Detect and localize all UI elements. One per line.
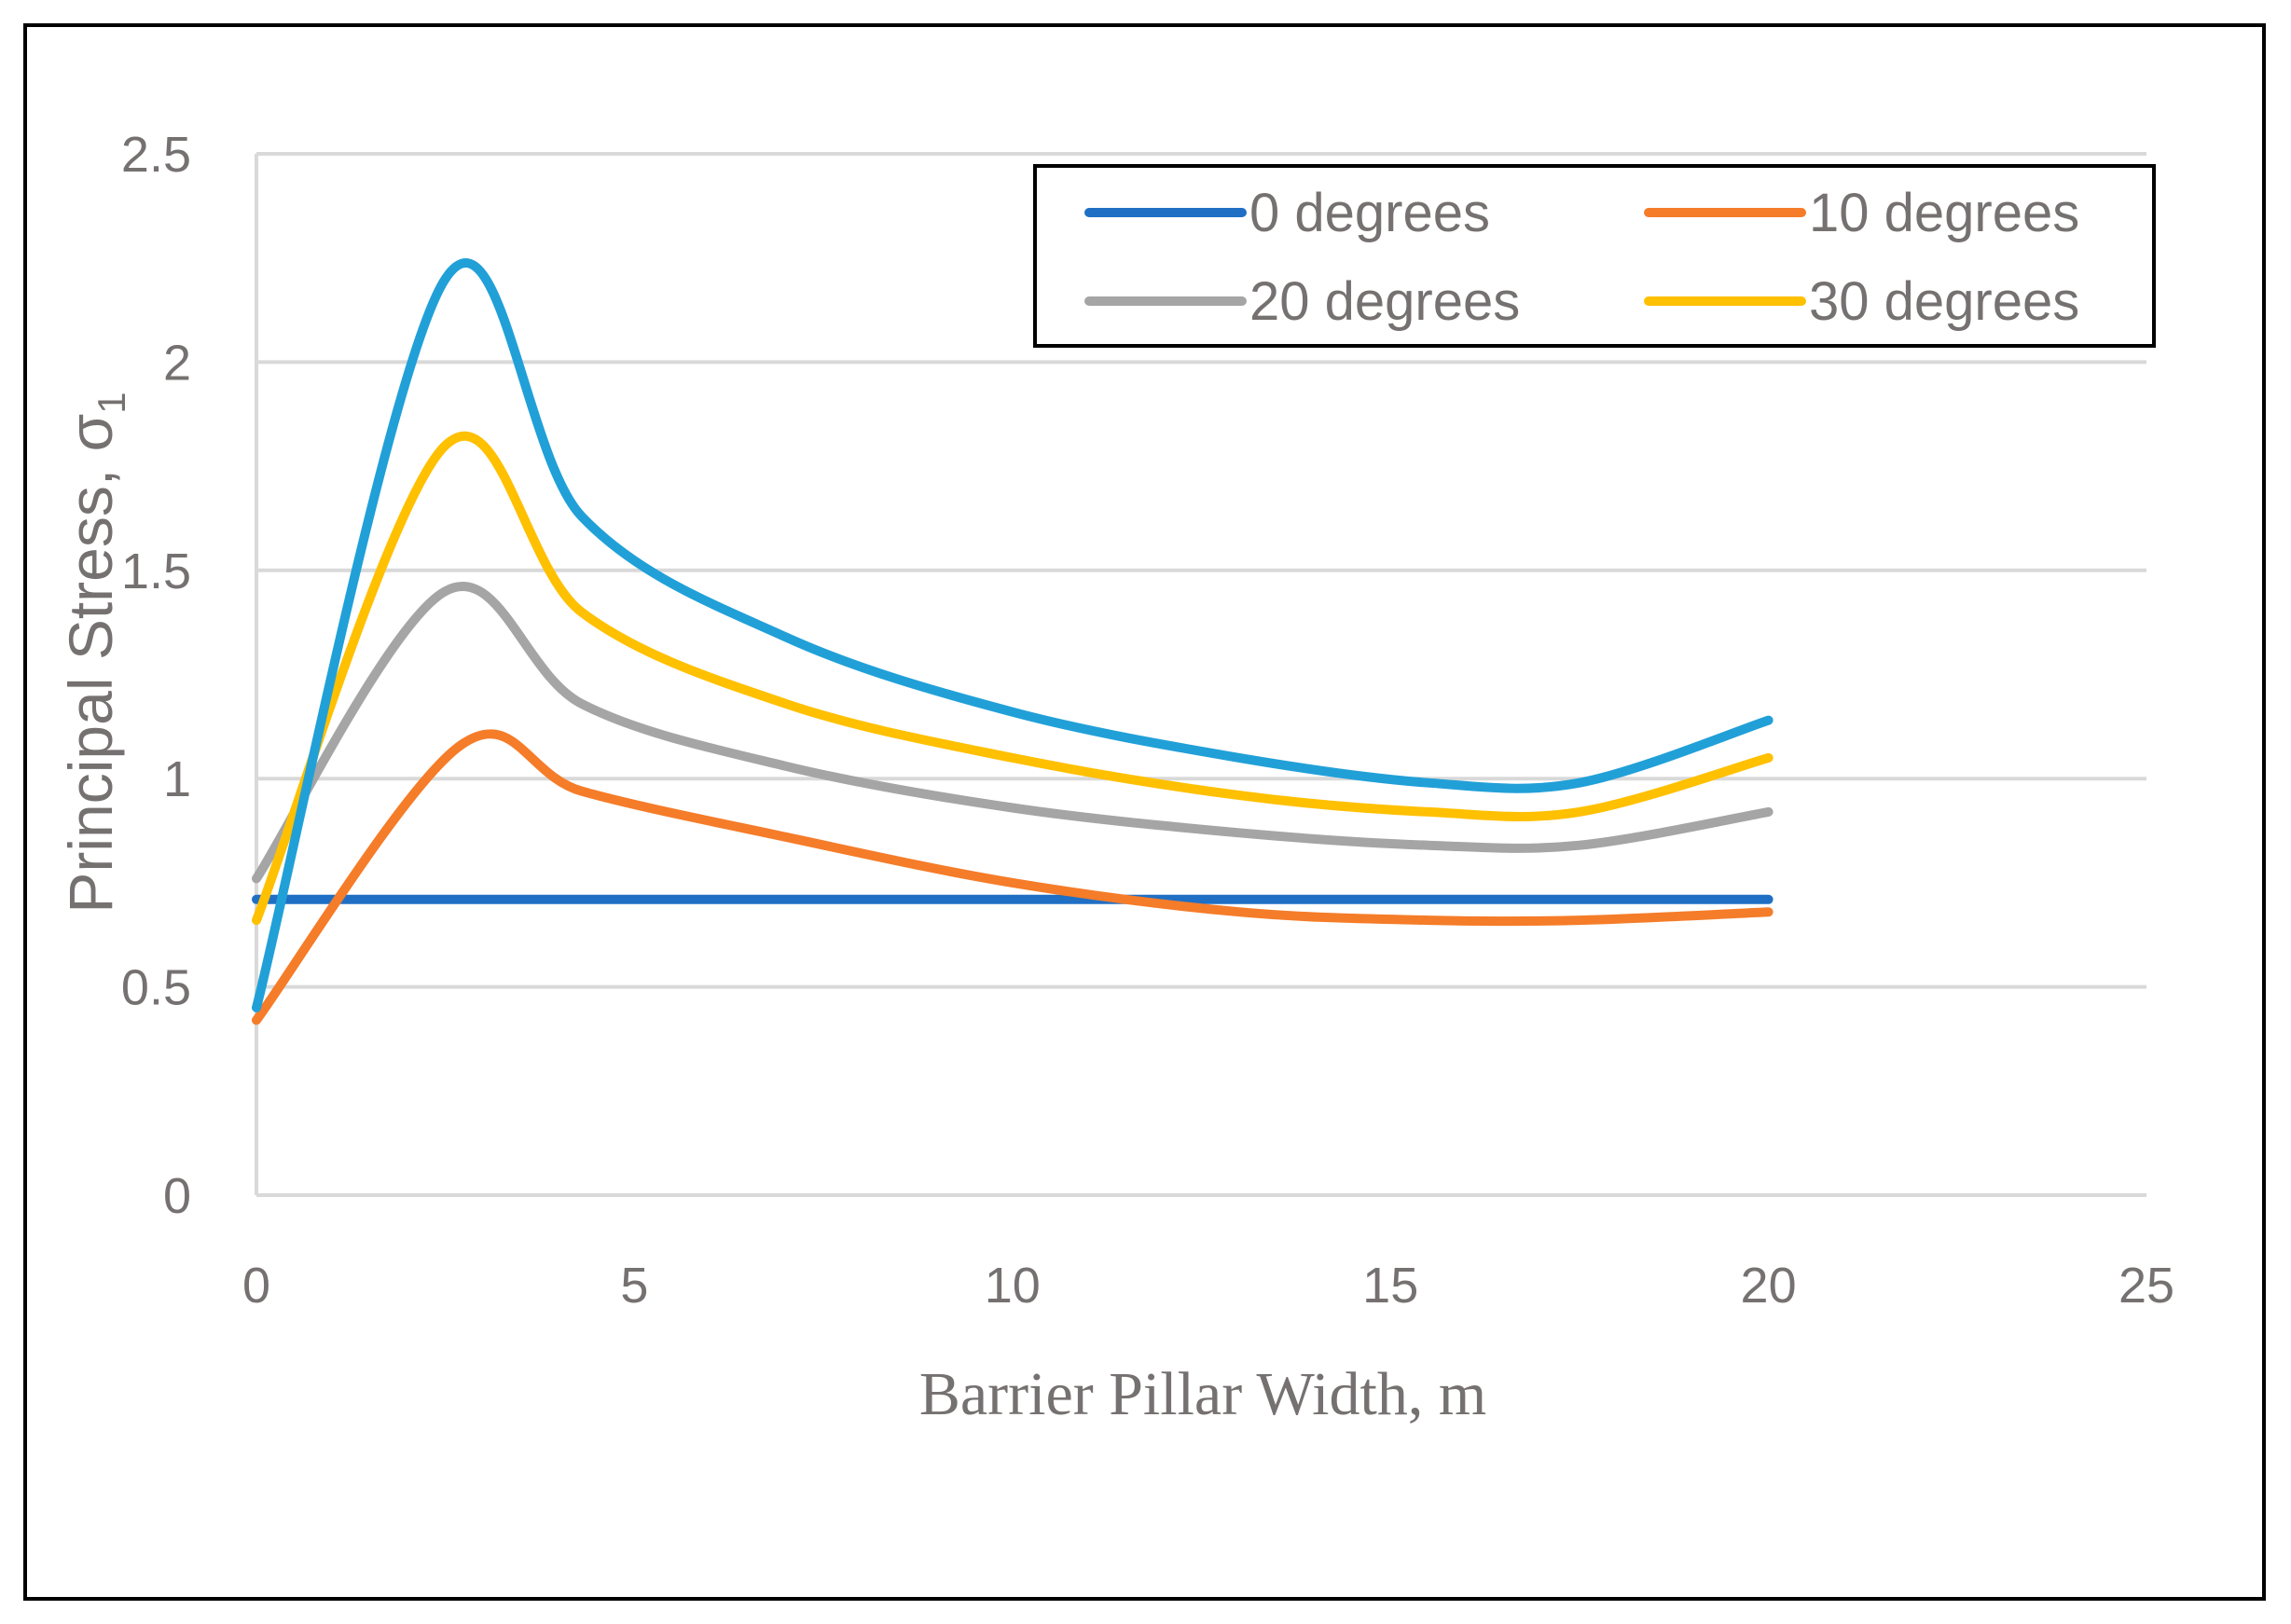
x-tick-label: 0 [242,1258,270,1314]
legend-label: 20 degrees [1249,271,1520,332]
series-line-20-degrees [252,582,1773,884]
legend-label: 30 degrees [1809,271,2079,332]
y-tick-label: 2 [163,335,191,391]
y-tick-label: 1 [163,751,191,807]
series-lines [252,258,1773,1025]
x-tick-label: 25 [2118,1258,2174,1314]
series-line-10-degrees [252,729,1773,1025]
y-tick-label: 0.5 [121,960,191,1016]
x-tick-label: 15 [1362,1258,1418,1314]
x-tick-label: 5 [620,1258,648,1314]
legend-box [1033,164,2156,348]
legend: 0 degrees 10 degrees 20 degrees 30 degrees [1033,164,2156,348]
y-tick-label: 1.5 [121,544,191,599]
x-axis-label: Barrier Pillar Width, m [919,1360,1486,1428]
y-axis-label: Principal Stress, σ1 [56,392,133,913]
y-axis-label-subscript: 1 [90,392,133,413]
y-axis-label-text: Principal Stress, σ [56,414,125,914]
y-tick-label: 2.5 [121,127,191,183]
x-tick-labels: 0 5 10 15 20 25 [242,1258,2174,1314]
series-line-unlabeled [252,258,1773,1012]
legend-label: 0 degrees [1249,183,1490,243]
gridlines [256,152,2146,989]
legend-label: 10 degrees [1809,183,2079,243]
series-line-30-degrees [252,432,1773,926]
x-tick-label: 20 [1741,1258,1797,1314]
x-tick-label: 10 [985,1258,1041,1314]
y-tick-labels: 0 0.5 1 1.5 2 2.5 [121,127,191,1224]
y-tick-label: 0 [163,1168,191,1224]
